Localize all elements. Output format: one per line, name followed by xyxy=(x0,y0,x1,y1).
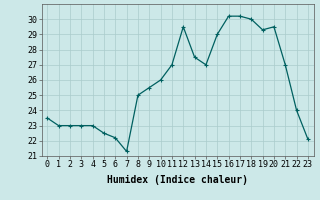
X-axis label: Humidex (Indice chaleur): Humidex (Indice chaleur) xyxy=(107,175,248,185)
